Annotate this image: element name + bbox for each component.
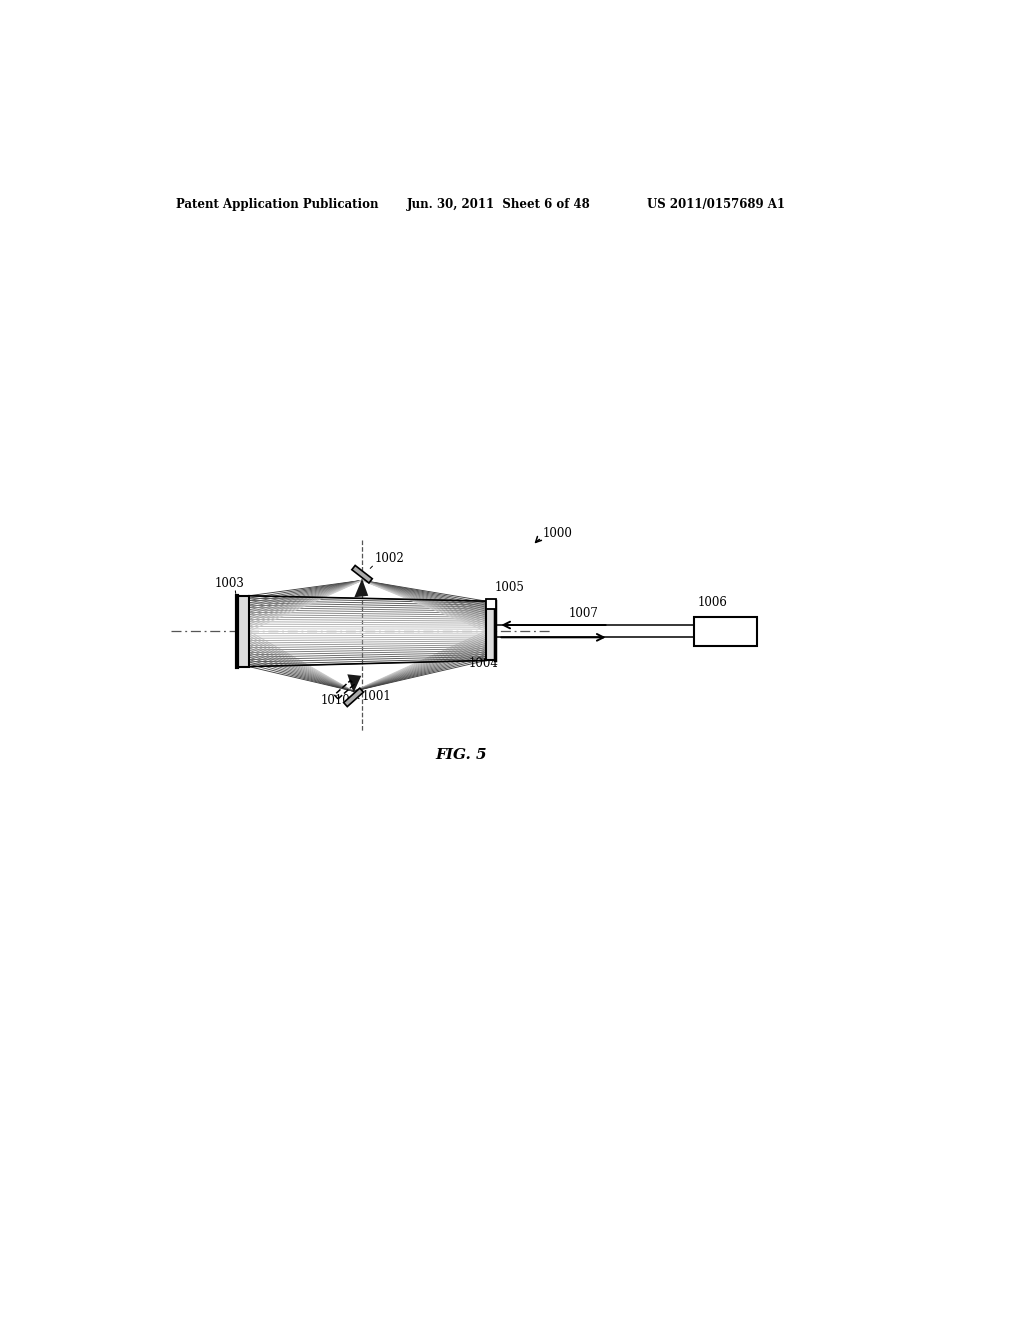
Text: US 2011/0157689 A1: US 2011/0157689 A1 xyxy=(647,198,785,211)
Text: FIG. 5: FIG. 5 xyxy=(435,748,487,762)
Text: Patent Application Publication: Patent Application Publication xyxy=(176,198,379,211)
Polygon shape xyxy=(344,688,364,706)
Text: 1002: 1002 xyxy=(375,552,404,565)
Polygon shape xyxy=(486,601,496,660)
Text: 1007: 1007 xyxy=(568,607,598,619)
Text: Jun. 30, 2011  Sheet 6 of 48: Jun. 30, 2011 Sheet 6 of 48 xyxy=(407,198,591,211)
Text: 1000: 1000 xyxy=(543,527,572,540)
Polygon shape xyxy=(354,579,369,598)
Text: 1001: 1001 xyxy=(361,690,391,704)
Text: 1003: 1003 xyxy=(215,577,245,590)
Bar xyxy=(693,616,758,645)
Bar xyxy=(485,599,496,609)
Text: 1010: 1010 xyxy=(321,693,351,706)
Polygon shape xyxy=(352,565,373,583)
Text: 1004: 1004 xyxy=(469,656,499,669)
Polygon shape xyxy=(347,675,361,693)
Polygon shape xyxy=(237,595,249,667)
Text: 1006: 1006 xyxy=(697,595,727,609)
Text: 1005: 1005 xyxy=(495,581,524,594)
